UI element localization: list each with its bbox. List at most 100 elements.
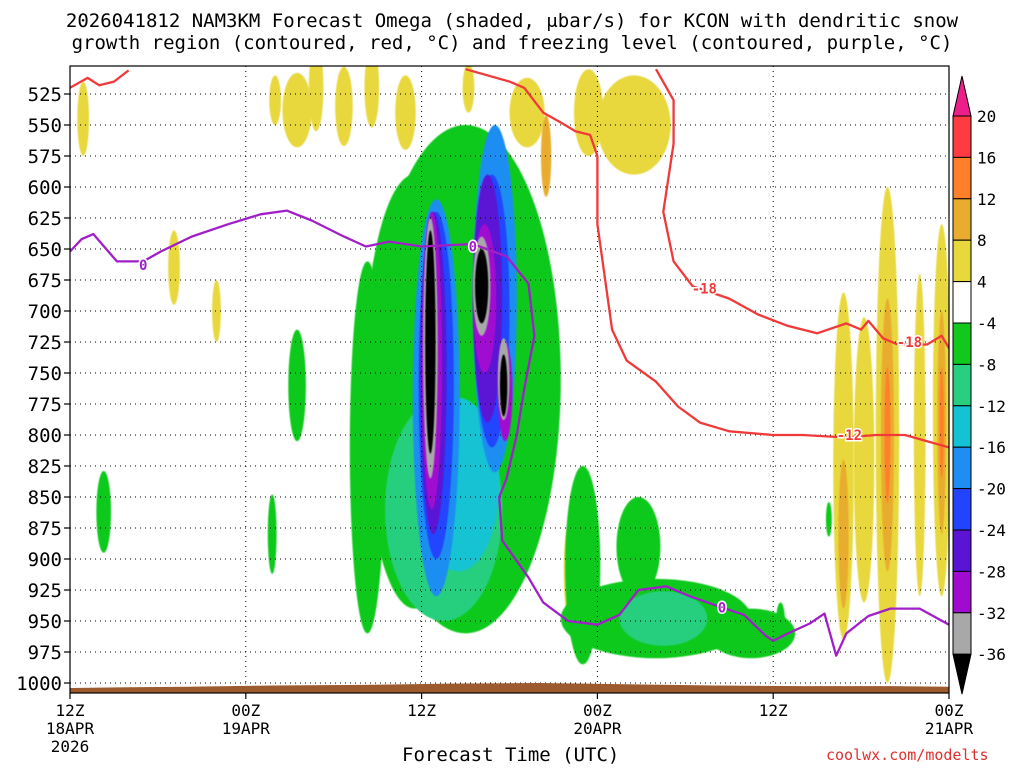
omega-region-7: [335, 66, 353, 147]
contour-label-3-2: 0: [718, 600, 726, 616]
contour-line-0: [70, 69, 130, 89]
y-tick-label-650: 650: [28, 239, 62, 261]
x-tick-label-12-1: 19APR: [222, 719, 271, 738]
contour-label-1-0: -18: [692, 282, 717, 298]
colorbar-bin-11: [952, 570, 972, 614]
y-tick-label-550: 550: [28, 115, 62, 137]
colorbar-label-0: 20: [977, 107, 996, 126]
colorbar-label-12: -32: [977, 604, 1006, 623]
contour-labels: -18 -18 -12 0 0 0: [138, 238, 924, 618]
omega-region-8: [364, 66, 380, 128]
y-tick-label-950: 950: [28, 611, 62, 633]
colorbar-bin-5: [952, 322, 972, 365]
contour-line-3: [70, 209, 949, 657]
omega-region-16: [616, 496, 661, 597]
y-tick-label-775: 775: [28, 394, 62, 416]
colorbar-label-8: -16: [977, 438, 1006, 457]
colorbar-label-3: 8: [977, 231, 987, 250]
omega-region-9: [395, 75, 416, 150]
x-tick-label-36-0: 00Z: [583, 701, 612, 720]
omega-shading: [77, 66, 949, 683]
y-tick-label-825: 825: [28, 456, 62, 478]
chart-title-line2: growth region (contoured, red, °C) and f…: [71, 32, 953, 54]
omega-region-52: [838, 459, 849, 609]
colorbar-label-1: 16: [977, 148, 996, 167]
y-tick-label-600: 600: [28, 177, 62, 199]
y-axis: 525 550 575 600 625 650 675 700 725 750 775 800 825 8…: [16, 84, 70, 695]
contour-label-3-1: 0: [469, 240, 477, 256]
y-tick-label-850: 850: [28, 487, 62, 509]
x-tick-label-0-2: 2026: [51, 737, 90, 756]
omega-region-0: [77, 81, 90, 156]
plot-frame: [69, 65, 950, 694]
y-tick-label-625: 625: [28, 208, 62, 230]
omega-region-30: [619, 591, 708, 646]
x-tick-label-0-0: 12Z: [56, 701, 85, 720]
colorbar-label-13: -36: [977, 645, 1006, 664]
colorbar-bin-9: [952, 488, 972, 531]
x-axis-label: Forecast Time (UTC): [402, 744, 620, 766]
omega-region-5: [282, 72, 312, 148]
x-tick-label-0-1: 18APR: [46, 719, 95, 738]
omega-region-56: [939, 366, 944, 479]
colorbar-label-7: -12: [977, 397, 1006, 416]
y-tick-label-725: 725: [28, 332, 62, 354]
contour-label-3-0: 0: [139, 258, 147, 274]
colorbar-label-11: -28: [977, 562, 1006, 581]
omega-region-1: [96, 470, 112, 553]
colorbar: 20 16 12 8 4 -4 -8 -12 -16 -20 -24 -28 -32 -36: [952, 75, 1006, 695]
colorbar-bin-8: [952, 446, 972, 490]
terrain-ground: [70, 683, 949, 693]
y-tick-label-700: 700: [28, 301, 62, 323]
colorbar-bin-10: [952, 529, 972, 572]
y-tick-label-1000: 1000: [16, 673, 62, 695]
colorbar-bin-2: [952, 198, 972, 241]
omega-region-27: [825, 501, 832, 537]
y-tick-label-750: 750: [28, 363, 62, 385]
y-tick-label-525: 525: [28, 84, 62, 106]
omega-region-13: [597, 75, 671, 175]
colorbar-max-arrow: [952, 75, 972, 117]
colorbar-label-10: -24: [977, 521, 1006, 540]
omega-region-18: [288, 329, 306, 442]
omega-region-48: [853, 317, 875, 603]
y-tick-label-900: 900: [28, 549, 62, 571]
colorbar-bin-12: [952, 612, 972, 655]
y-tick-label-575: 575: [28, 146, 62, 168]
omega-region-12: [573, 69, 604, 156]
colorbar-label-6: -8: [977, 355, 996, 374]
contour-label-1-1: -18: [897, 335, 922, 351]
y-tick-label-800: 800: [28, 425, 62, 447]
y-tick-label-875: 875: [28, 518, 62, 540]
x-tick-label-60-1: 21APR: [925, 719, 974, 738]
colorbar-bin-7: [952, 405, 972, 448]
omega-region-11: [509, 77, 545, 148]
colorbar-label-2: 12: [977, 190, 996, 209]
omega-region-6: [308, 66, 324, 132]
x-tick-label-12-0: 00Z: [231, 701, 260, 720]
omega-region-45: [475, 249, 489, 324]
x-tick-label-48-0: 12Z: [759, 701, 788, 720]
omega-region-17: [267, 494, 277, 574]
omega-region-3: [212, 280, 221, 342]
colorbar-min-arrow: [952, 653, 972, 695]
contour-line-1: [654, 68, 949, 351]
omega-region-2: [168, 230, 180, 305]
colorbar-label-5: -4: [977, 314, 996, 333]
colorbar-bin-0: [952, 115, 972, 158]
omega-region-4: [269, 75, 281, 125]
contour-label-2-0: -12: [837, 428, 862, 444]
colorbar-label-4: 4: [977, 273, 987, 292]
y-tick-label-925: 925: [28, 580, 62, 602]
contour-line-2: [465, 68, 949, 449]
colorbar-bin-4: [952, 281, 972, 324]
x-tick-label-24-0: 12Z: [407, 701, 436, 720]
colorbar-bin-6: [952, 363, 972, 407]
credit-link[interactable]: coolwx.com/modelts: [826, 746, 989, 764]
omega-region-50: [913, 273, 926, 597]
omega-region-46: [499, 354, 508, 417]
omega-region-10: [462, 66, 475, 113]
x-tick-label-60-0: 00Z: [935, 701, 964, 720]
y-tick-label-675: 675: [28, 270, 62, 292]
